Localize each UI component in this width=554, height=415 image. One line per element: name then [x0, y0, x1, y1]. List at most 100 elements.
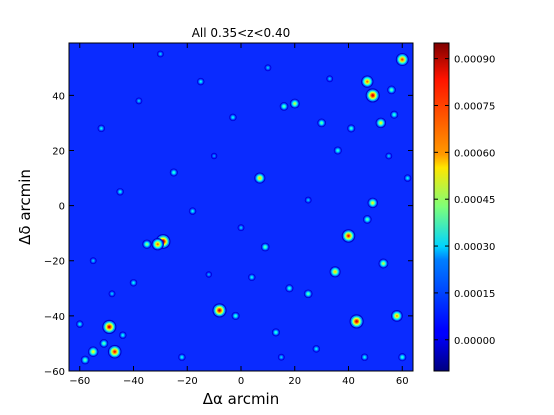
density-peak-ring [395, 314, 398, 317]
density-peak-ring [264, 246, 266, 248]
density-peak [212, 303, 227, 318]
density-peak-ring [363, 356, 366, 358]
density-peak [367, 197, 378, 209]
y-axis-label: Δδ arcmin [16, 169, 34, 245]
density-peak [365, 88, 380, 103]
density-peak-ring [240, 227, 242, 229]
density-peak-ring [132, 282, 135, 284]
density-peak [279, 102, 289, 111]
density-peak [329, 266, 341, 278]
density-peak [341, 229, 356, 243]
density-peak [260, 242, 270, 252]
density-peak [156, 50, 164, 58]
density-peak-ring [307, 293, 309, 295]
density-peak-ring [213, 155, 215, 157]
density-peak [312, 345, 321, 353]
density-peak [119, 331, 127, 339]
density-peak-ring [79, 323, 81, 325]
density-peak-ring [232, 116, 234, 119]
density-peak [285, 284, 294, 293]
density-peak [205, 271, 213, 278]
density-peak-ring [401, 356, 404, 358]
density-peak-ring [191, 210, 194, 212]
density-peak [271, 328, 280, 337]
density-peak-ring [92, 350, 95, 353]
x-tick-label: −40 [123, 376, 144, 387]
density-peak [87, 346, 99, 357]
density-peak-ring [251, 276, 253, 278]
density-peak-ring [371, 201, 374, 204]
density-peak [360, 353, 369, 361]
density-peak-ring [156, 243, 159, 246]
density-peak-ring [113, 350, 116, 353]
density-peak-ring [347, 234, 350, 238]
density-peak-ring [366, 218, 369, 221]
density-peak-ring [119, 191, 121, 193]
density-peak-ring [406, 177, 409, 179]
density-peak-ring [355, 320, 358, 323]
x-tick-label: −60 [69, 376, 90, 387]
density-peak-ring [181, 356, 183, 358]
density-peak [108, 290, 116, 298]
density-peak [362, 215, 372, 224]
density-peak-ring [315, 348, 317, 350]
density-peak-ring [401, 58, 404, 61]
density-peak [196, 77, 205, 86]
density-peak [264, 64, 272, 72]
density-peak-ring [288, 287, 291, 290]
density-peaks [76, 50, 412, 365]
density-peak [277, 353, 285, 361]
density-peak-ring [146, 243, 148, 246]
density-peak [237, 224, 245, 232]
x-axis-label: Δα arcmin [203, 390, 279, 408]
density-peak-ring [258, 177, 261, 180]
x-tick-label: 60 [396, 376, 409, 387]
colorbar-tick-label: 0.00015 [454, 289, 495, 300]
colorbar-ticks: 0.00000 0.00015 0.00030 0.00045 0.00060 0.000… [434, 55, 495, 347]
density-peak-ring [379, 121, 382, 124]
density-peak-ring [371, 94, 374, 97]
density-peak [385, 152, 393, 160]
y-tick-label: 40 [52, 91, 65, 102]
density-peak-ring [334, 270, 337, 273]
density-peak [99, 339, 109, 348]
density-peak [89, 257, 97, 265]
density-peak-ring [100, 127, 102, 130]
x-tick-label: 40 [342, 376, 355, 387]
density-peak-ring [84, 359, 86, 361]
density-peak [375, 117, 387, 129]
x-tick-label: −20 [177, 376, 198, 387]
density-peak [178, 353, 186, 361]
density-peak [151, 238, 164, 251]
density-peak [169, 168, 178, 177]
colorbar-tick-label: 0.00000 [454, 336, 495, 347]
density-peak [398, 353, 407, 362]
axis-ticks: −60 −40 −20 0 20 40 60 −60 −40 −20 0 20 40 [44, 43, 413, 387]
colorbar-tick-label: 0.00045 [454, 195, 495, 206]
y-tick-label: 0 [59, 202, 65, 213]
density-peak [97, 124, 106, 133]
density-peak [231, 311, 240, 320]
density-peak [102, 319, 117, 335]
density-peak-ring [159, 53, 162, 55]
density-peak [333, 146, 342, 155]
density-peak-ring [337, 149, 339, 152]
density-peak-ring [393, 113, 395, 116]
density-peak-ring [366, 80, 369, 83]
y-tick-label: −20 [44, 257, 65, 268]
x-tick-label: 20 [288, 376, 301, 387]
density-peak-ring [350, 127, 352, 130]
density-peak [135, 97, 143, 105]
density-peak-ring [122, 334, 124, 336]
density-peak-ring [267, 67, 269, 69]
density-peak [210, 152, 218, 160]
y-tick-label: 20 [52, 146, 65, 157]
density-peak [142, 239, 152, 249]
density-peak-ring [390, 89, 393, 91]
density-peak-ring [234, 315, 237, 317]
density-peak [361, 75, 374, 88]
density-peak [395, 52, 409, 67]
density-peak-ring [275, 331, 277, 334]
density-peak [116, 188, 124, 196]
